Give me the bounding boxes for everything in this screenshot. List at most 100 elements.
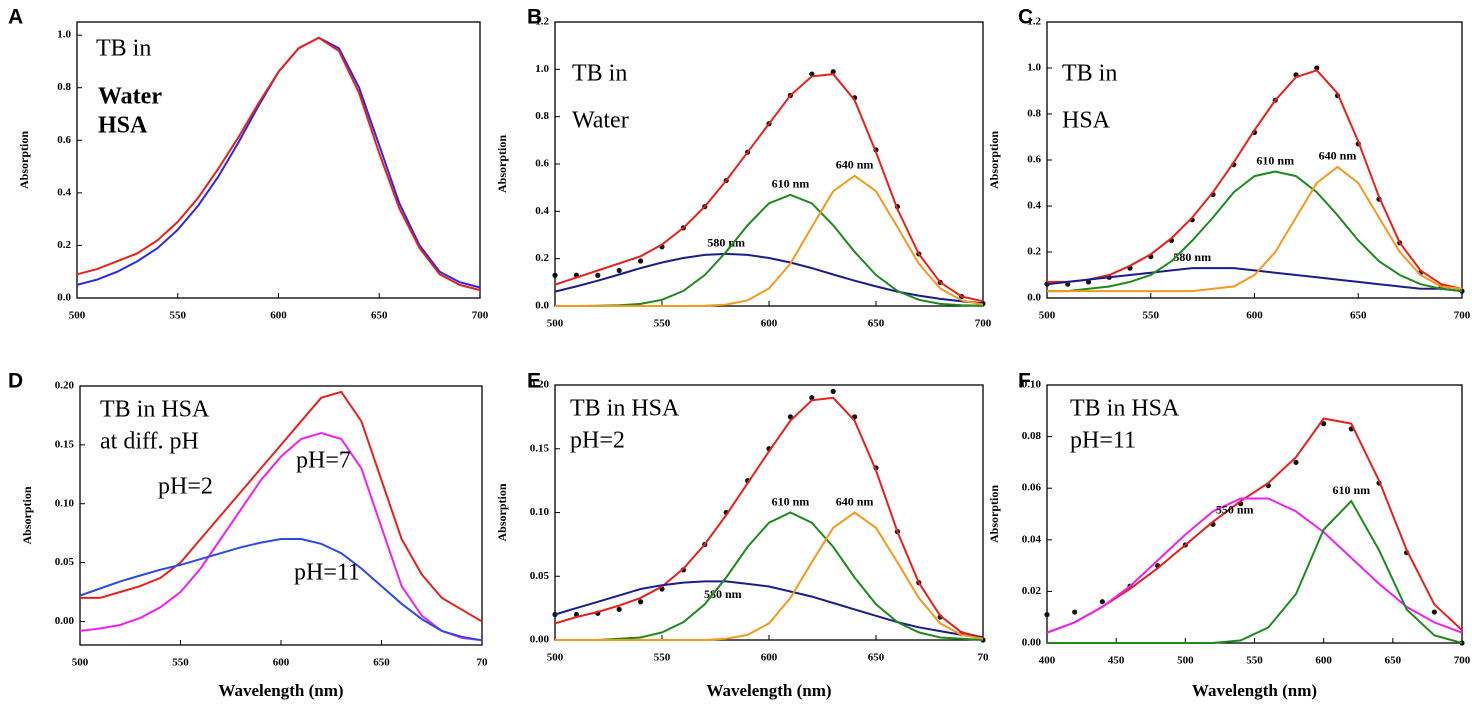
y-tick-label: 0.15 [530, 442, 550, 454]
x-tick-label: 500 [547, 318, 564, 330]
series-label: 610 nm [1256, 153, 1294, 167]
series-label: 610 nm [1332, 483, 1370, 497]
curve [1046, 417, 1463, 634]
data-point [638, 258, 644, 264]
x-tick-label: 700 [472, 310, 489, 322]
annotation: TB in HSA [100, 397, 210, 423]
x-tick-label: 500 [1177, 655, 1194, 667]
y-tick-label: 1.0 [57, 29, 71, 41]
series-label: pH=7 [296, 448, 351, 474]
y-tick-label: 0.04 [1022, 533, 1042, 545]
y-tick-label: 0.20 [55, 380, 75, 392]
x-tick-label: 650 [1350, 310, 1367, 322]
y-tick-label: 0.0 [1027, 292, 1041, 304]
legend-entry: HSA [98, 113, 148, 139]
y-tick-label: 0.15 [55, 438, 75, 450]
data-point [1321, 421, 1327, 427]
y-tick-label: 0.05 [530, 570, 550, 582]
y-tick-label: 1.2 [1027, 16, 1041, 28]
x-tick-label: 550 [654, 652, 671, 664]
curve [80, 390, 483, 623]
data-point [638, 599, 644, 605]
x-tick-label: 550 [1143, 310, 1160, 322]
plot-frame [1046, 384, 1463, 644]
data-point [1293, 459, 1299, 465]
curve [1047, 499, 1463, 644]
curve [1046, 497, 1463, 634]
plot-frame [79, 385, 483, 646]
series-label: 550 nm [1216, 502, 1254, 516]
y-tick-label: 0.2 [535, 252, 549, 264]
y-tick-label: 0.6 [57, 134, 71, 146]
y-tick-label: 0.8 [1027, 108, 1041, 120]
data-point [595, 272, 601, 278]
x-tick-label: 500 [69, 310, 86, 322]
annotation: pH=11 [1070, 428, 1136, 454]
data-point [616, 606, 622, 613]
y-axis-label: Absorption [987, 485, 1001, 543]
y-axis-label: Absorption [20, 486, 34, 544]
annotation: pH=2 [570, 428, 625, 454]
curve [555, 174, 984, 307]
y-tick-label: 0.6 [535, 158, 549, 170]
panel-letter: D [8, 370, 23, 393]
plot-frame [554, 384, 984, 641]
y-tick-label: 0.8 [57, 81, 71, 93]
series-label: 580 nm [704, 587, 742, 601]
y-tick-label: 0.4 [1027, 200, 1041, 212]
data-point [1431, 609, 1437, 615]
x-tick-label: 600 [273, 657, 290, 669]
y-tick-label: 0.6 [1027, 154, 1041, 166]
x-tick-label: 550 [170, 310, 187, 322]
x-tick-label: 500 [1039, 310, 1056, 322]
x-tick-label: 700 [1454, 310, 1471, 322]
series-label: pH=2 [158, 474, 213, 500]
series-label: 610 nm [772, 494, 810, 508]
legend-entry: Water [98, 84, 162, 110]
data-point [809, 395, 815, 401]
panel-letter: C [1018, 6, 1033, 29]
x-tick-label: 70 [978, 652, 990, 664]
curve [555, 193, 984, 307]
annotation: TB in [572, 61, 627, 87]
curve [554, 252, 984, 305]
data-point [1044, 612, 1050, 618]
x-tick-label: 400 [1039, 655, 1056, 667]
annotation: HSA [1062, 108, 1111, 134]
y-tick-label: 0.20 [530, 379, 550, 391]
y-axis-label: Absorption [495, 135, 509, 193]
curve [555, 511, 984, 641]
data-point [830, 388, 836, 394]
y-tick-label: 0.06 [1022, 482, 1042, 494]
x-tick-label: 70 [477, 657, 489, 669]
annotation: TB in HSA [570, 396, 680, 422]
y-tick-label: 0.02 [1022, 585, 1042, 597]
y-tick-label: 0.00 [530, 634, 550, 646]
series-label: pH=11 [294, 560, 360, 586]
x-axis-label: Wavelength (nm) [1192, 681, 1317, 700]
x-tick-label: 600 [270, 310, 287, 322]
x-axis-label: Wavelength (nm) [706, 681, 831, 700]
y-tick-label: 0.0 [535, 300, 549, 312]
x-tick-label: 550 [172, 657, 189, 669]
y-axis-label: Absorption [17, 131, 31, 189]
x-tick-label: 650 [371, 310, 388, 322]
curve [554, 73, 984, 303]
curve [554, 396, 984, 639]
curve [76, 36, 481, 292]
data-point [1314, 65, 1320, 71]
curve [554, 580, 984, 639]
x-tick-label: 500 [72, 657, 89, 669]
curve [1047, 170, 1463, 293]
annotation: TB in [1062, 61, 1117, 87]
curve [76, 36, 481, 289]
series-label: 580 nm [707, 236, 745, 250]
data-point [1072, 609, 1078, 615]
curve [1047, 69, 1463, 290]
curve [1046, 267, 1463, 293]
series-label: 640 nm [1319, 149, 1357, 163]
plot-frame [76, 21, 481, 299]
annotation: TB in [96, 36, 151, 62]
x-axis-label: Wavelength (nm) [218, 681, 343, 700]
